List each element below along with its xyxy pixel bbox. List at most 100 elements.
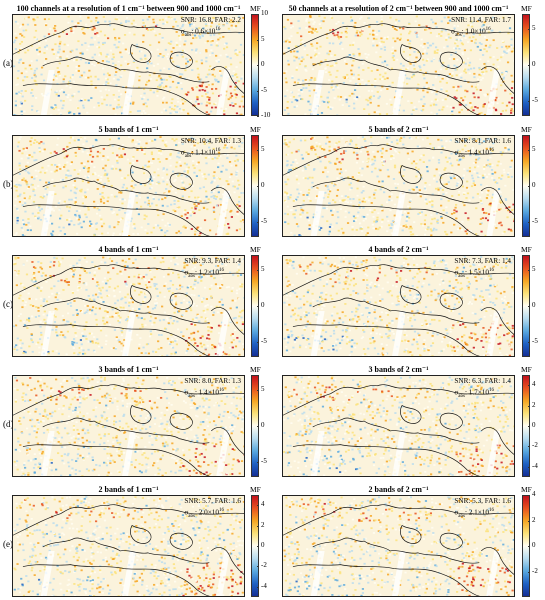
colorbar-tick-label: 0 [532, 301, 536, 309]
map-raster [13, 15, 244, 115]
colorbar-tick-mark [528, 385, 530, 387]
methane-map: SNR: 5.3, FAR: 1.6 σabs: 2.1×1016 [282, 495, 515, 597]
colorbar: MF 10 5 0 -5 -10 [250, 4, 270, 119]
stats-box: SNR: 8.1, FAR: 1.6 σabs: 1.4×1016 [454, 137, 511, 161]
colorbar-tick-label: -2 [532, 441, 538, 450]
colorbar-label: MF [250, 365, 261, 374]
map-raster [13, 136, 244, 236]
colorbar-tick-label: 0 [261, 421, 265, 429]
colorbar-tick-label: -5 [261, 85, 267, 94]
figure-row: (d) 3 bands of 1 cm⁻¹ SNR: 8.0, FAR: 1.3 σa… [0, 364, 545, 480]
figure-row: (e) 2 bands of 1 cm⁻¹ SNR: 5.7, FAR: 1.6 σa… [0, 484, 545, 600]
colorbar-tick-label: -4 [261, 581, 267, 590]
stats-box: SNR: 5.3, FAR: 1.6 σabs: 2.1×1016 [454, 497, 511, 521]
methane-map: SNR: 8.1, FAR: 1.6 σabs: 1.4×1016 [282, 135, 515, 237]
sigma-value: : 1.2×10 [194, 268, 219, 277]
stats-box: SNR: 5.7, FAR: 1.6 σabs: 2.0×1016 [184, 497, 241, 521]
colorbar-tick-label: -2 [261, 561, 267, 570]
colorbar-tick-label: 2 [532, 515, 536, 524]
sigma-exponent: 16 [218, 508, 224, 513]
map-raster [283, 376, 514, 476]
stats-box: SNR: 16.8, FAR: 2.2 σabs: 0.6×1016 [181, 16, 241, 40]
colorbar-tick-mark [528, 546, 530, 547]
colorbar-tick-mark [528, 495, 530, 496]
colorbar-tick-mark [257, 546, 259, 547]
colorbar-tick-label: 0 [261, 181, 265, 189]
snr-far-text: SNR: 8.1, FAR: 1.6 [454, 137, 511, 145]
panel-title: 5 bands of 1 cm⁻¹ [98, 125, 159, 134]
colorbar-tick-mark [257, 566, 259, 568]
colorbar-tick-label: 5 [532, 264, 536, 273]
sigma-exponent: 16 [488, 268, 494, 273]
map-raster [13, 376, 244, 476]
colorbar-label: MF [521, 485, 532, 494]
snr-far-text: SNR: 8.0, FAR: 1.3 [184, 377, 241, 385]
sigma-exponent: 16 [215, 148, 221, 153]
snr-far-text: SNR: 11.4, FAR: 1.7 [451, 16, 511, 24]
sigma-text: σabs: 2.0×1016 [184, 506, 241, 521]
snr-far-text: SNR: 7.3, FAR: 1.4 [454, 257, 511, 265]
colorbar-tick-label: -5 [532, 217, 538, 226]
sigma-text: σabs: 1.2×1016 [184, 266, 241, 281]
colorbar-tick-label: 5 [261, 34, 265, 43]
sigma-exponent: 16 [488, 508, 494, 513]
sigma-exponent: 16 [218, 388, 224, 393]
row-label: (c) [3, 299, 13, 309]
colorbar: MF 4 2 0 -2 -4 [250, 485, 267, 597]
stats-box: SNR: 7.3, FAR: 1.4 σabs: 1.5×1016 [454, 257, 511, 281]
colorbar-tick-mark [528, 520, 530, 522]
sigma-text: σabs: 1.1×1016 [181, 146, 241, 161]
map-panel: 3 bands of 2 cm⁻¹ SNR: 6.3, FAR: 1.4 σabs:… [282, 364, 515, 480]
colorbar-tick-label: 5 [532, 23, 536, 32]
colorbar-label: MF [250, 125, 261, 134]
colorbar-tick-mark [257, 389, 259, 391]
panel-title: 2 bands of 2 cm⁻¹ [368, 485, 429, 494]
colorbar-tick-label: -5 [261, 217, 267, 226]
sigma-text: σabs: 2.1×1016 [454, 506, 511, 521]
sigma-symbol: σ [454, 148, 459, 157]
colorbar-tick-mark [257, 426, 259, 427]
colorbar-tick-mark [257, 505, 259, 507]
row-label: (b) [3, 179, 14, 189]
colorbar-tick-label: 0 [532, 541, 536, 549]
sigma-value: : 1.0×10 [461, 27, 486, 36]
sigma-symbol: σ [454, 388, 459, 397]
map-panel: 50 channels at a resolution of 2 cm⁻¹ be… [282, 3, 515, 119]
stats-box: SNR: 11.4, FAR: 1.7 σabs: 1.0×1016 [451, 16, 511, 40]
colorbar-tick-label: 4 [261, 500, 265, 509]
colorbar: MF 5 0 -5 [521, 245, 538, 357]
colorbar-tick-mark [528, 269, 530, 271]
colorbar-tick-label: 4 [532, 490, 536, 498]
map-raster [13, 256, 244, 356]
colorbar-tick-mark [257, 586, 259, 588]
panel-title: 50 channels at a resolution of 2 cm⁻¹ be… [288, 4, 509, 13]
colorbar-tick-label: 10 [261, 9, 268, 17]
colorbar-tick-mark [257, 269, 259, 271]
colorbar-tick-mark [528, 466, 530, 468]
sigma-exponent: 16 [215, 27, 221, 32]
methane-map: SNR: 11.4, FAR: 1.7 σabs: 1.0×1016 [282, 14, 515, 116]
sigma-symbol: σ [184, 268, 189, 277]
sigma-symbol: σ [180, 148, 185, 157]
map-panel: 3 bands of 1 cm⁻¹ SNR: 8.0, FAR: 1.3 σabs:… [12, 364, 245, 480]
sigma-value: : 2.0×10 [194, 508, 219, 517]
colorbar-tick-label: 0 [261, 541, 265, 549]
sigma-subscript: abs [458, 513, 465, 519]
stats-box: SNR: 10.4, FAR: 1.3 σabs: 1.1×1016 [181, 137, 241, 161]
sigma-value: : 0.6×10 [191, 27, 216, 36]
sigma-subscript: abs [188, 513, 195, 519]
figure-row: (b) 5 bands of 1 cm⁻¹ SNR: 10.4, FAR: 1.3 σ… [0, 124, 545, 240]
colorbar-tick-label: 5 [532, 144, 536, 153]
colorbar-tick-mark [528, 306, 530, 307]
panel-title: 2 bands of 1 cm⁻¹ [98, 485, 159, 494]
stats-box: SNR: 6.3, FAR: 1.4 σabs: 1.7×1016 [454, 377, 511, 401]
colorbar-tick-mark [528, 571, 530, 573]
sigma-value: : 1.1×10 [191, 148, 216, 157]
colorbar: MF 5 0 -5 [250, 125, 267, 237]
sigma-symbol: σ [454, 508, 459, 517]
colorbar-tick-label: 0 [532, 421, 536, 429]
colorbar: MF 5 0 -5 [521, 4, 538, 116]
sigma-text: σabs: 1.7×1016 [454, 386, 511, 401]
row-label: (d) [3, 419, 14, 429]
map-panel: 5 bands of 1 cm⁻¹ SNR: 10.4, FAR: 1.3 σabs… [12, 124, 245, 240]
